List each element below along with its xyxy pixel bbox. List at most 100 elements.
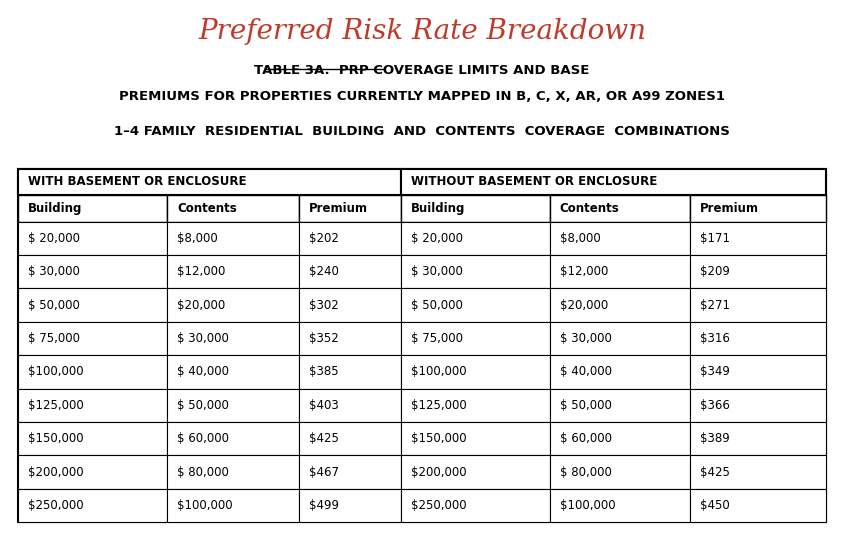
- Text: $ 40,000: $ 40,000: [177, 365, 229, 379]
- Bar: [549, 288, 690, 322]
- Text: $209: $209: [700, 265, 730, 278]
- Text: $250,000: $250,000: [411, 499, 467, 512]
- Text: $8,000: $8,000: [177, 232, 218, 245]
- Text: $ 30,000: $ 30,000: [29, 265, 80, 278]
- Text: $352: $352: [309, 332, 338, 345]
- Text: TABLE 3A.  PRP COVERAGE LIMITS AND BASE: TABLE 3A. PRP COVERAGE LIMITS AND BASE: [254, 64, 590, 78]
- Bar: [19, 489, 167, 522]
- Bar: [19, 222, 167, 255]
- Text: $ 75,000: $ 75,000: [411, 332, 463, 345]
- Text: Premium: Premium: [700, 202, 759, 215]
- Text: Preferred Risk Rate Breakdown: Preferred Risk Rate Breakdown: [198, 18, 646, 45]
- Text: $ 80,000: $ 80,000: [560, 466, 612, 479]
- Bar: [401, 422, 549, 456]
- Text: $ 30,000: $ 30,000: [560, 332, 612, 345]
- Text: $385: $385: [309, 365, 338, 379]
- Text: $366: $366: [700, 399, 730, 412]
- Text: $271: $271: [700, 299, 730, 312]
- Text: $389: $389: [700, 432, 729, 445]
- Text: $150,000: $150,000: [29, 432, 84, 445]
- Bar: [690, 222, 825, 255]
- Text: WITH BASEMENT OR ENCLOSURE: WITH BASEMENT OR ENCLOSURE: [29, 175, 246, 188]
- Text: $250,000: $250,000: [29, 499, 84, 512]
- Text: $150,000: $150,000: [411, 432, 467, 445]
- Bar: [299, 456, 401, 489]
- Text: $ 20,000: $ 20,000: [411, 232, 463, 245]
- Text: $316: $316: [700, 332, 730, 345]
- Bar: [549, 355, 690, 388]
- Text: $ 75,000: $ 75,000: [29, 332, 80, 345]
- Text: $425: $425: [700, 466, 730, 479]
- Bar: [690, 195, 825, 222]
- Bar: [690, 322, 825, 355]
- Bar: [19, 169, 401, 195]
- Text: $ 60,000: $ 60,000: [560, 432, 612, 445]
- Text: $499: $499: [309, 499, 338, 512]
- Text: $100,000: $100,000: [411, 365, 467, 379]
- Bar: [19, 322, 167, 355]
- Bar: [299, 288, 401, 322]
- Bar: [299, 422, 401, 456]
- Bar: [401, 456, 549, 489]
- Text: $ 50,000: $ 50,000: [411, 299, 463, 312]
- Bar: [401, 288, 549, 322]
- Bar: [19, 195, 167, 222]
- Bar: [690, 255, 825, 288]
- Text: Contents: Contents: [560, 202, 619, 215]
- Text: $403: $403: [309, 399, 338, 412]
- Bar: [167, 456, 299, 489]
- Text: $171: $171: [700, 232, 730, 245]
- Text: $202: $202: [309, 232, 338, 245]
- Text: $ 50,000: $ 50,000: [560, 399, 612, 412]
- Bar: [167, 422, 299, 456]
- Bar: [401, 169, 825, 195]
- Bar: [19, 388, 167, 422]
- Text: $ 60,000: $ 60,000: [177, 432, 229, 445]
- Text: PREMIUMS FOR PROPERTIES CURRENTLY MAPPED IN B, C, X, AR, OR A99 ZONES1: PREMIUMS FOR PROPERTIES CURRENTLY MAPPED…: [119, 90, 725, 103]
- Text: $200,000: $200,000: [411, 466, 467, 479]
- Bar: [690, 288, 825, 322]
- Bar: [19, 456, 167, 489]
- Text: $450: $450: [700, 499, 729, 512]
- Bar: [19, 255, 167, 288]
- Text: $ 50,000: $ 50,000: [29, 299, 80, 312]
- Bar: [549, 222, 690, 255]
- Text: $100,000: $100,000: [560, 499, 615, 512]
- Text: $240: $240: [309, 265, 338, 278]
- Bar: [299, 489, 401, 522]
- Bar: [167, 195, 299, 222]
- Bar: [401, 489, 549, 522]
- Bar: [167, 222, 299, 255]
- Bar: [401, 322, 549, 355]
- Text: Premium: Premium: [309, 202, 368, 215]
- Text: Building: Building: [29, 202, 83, 215]
- Text: $20,000: $20,000: [560, 299, 608, 312]
- Text: 1–4 FAMILY  RESIDENTIAL  BUILDING  AND  CONTENTS  COVERAGE  COMBINATIONS: 1–4 FAMILY RESIDENTIAL BUILDING AND CONT…: [114, 125, 730, 138]
- Bar: [299, 195, 401, 222]
- Bar: [401, 388, 549, 422]
- Text: $349: $349: [700, 365, 730, 379]
- Bar: [549, 255, 690, 288]
- Bar: [299, 355, 401, 388]
- Text: $12,000: $12,000: [177, 265, 225, 278]
- Bar: [690, 422, 825, 456]
- Text: $125,000: $125,000: [29, 399, 84, 412]
- Bar: [167, 255, 299, 288]
- Bar: [401, 355, 549, 388]
- Bar: [690, 489, 825, 522]
- Bar: [19, 288, 167, 322]
- Text: $100,000: $100,000: [177, 499, 233, 512]
- Bar: [299, 388, 401, 422]
- Text: $ 20,000: $ 20,000: [29, 232, 80, 245]
- Bar: [299, 222, 401, 255]
- Bar: [549, 195, 690, 222]
- Text: WITHOUT BASEMENT OR ENCLOSURE: WITHOUT BASEMENT OR ENCLOSURE: [411, 175, 657, 188]
- Bar: [549, 456, 690, 489]
- Bar: [299, 255, 401, 288]
- Text: $ 50,000: $ 50,000: [177, 399, 229, 412]
- Bar: [167, 288, 299, 322]
- Text: $8,000: $8,000: [560, 232, 600, 245]
- Bar: [549, 388, 690, 422]
- Bar: [167, 489, 299, 522]
- Text: $425: $425: [309, 432, 338, 445]
